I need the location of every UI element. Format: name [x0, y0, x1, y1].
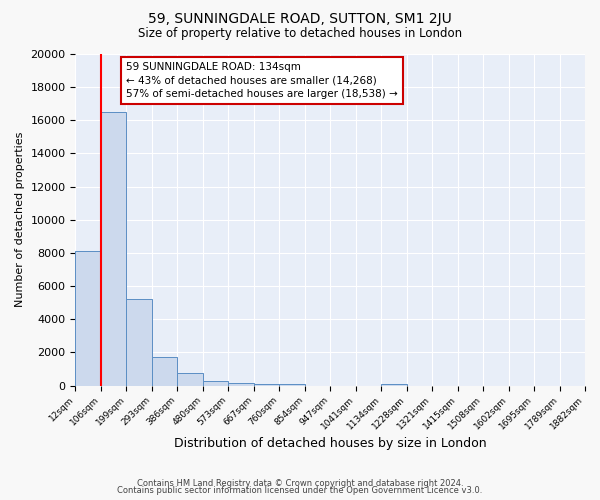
Bar — [127, 300, 152, 386]
Bar — [178, 373, 203, 386]
Text: 59, SUNNINGDALE ROAD, SUTTON, SM1 2JU: 59, SUNNINGDALE ROAD, SUTTON, SM1 2JU — [148, 12, 452, 26]
Text: Contains public sector information licensed under the Open Government Licence v3: Contains public sector information licen… — [118, 486, 482, 495]
Bar — [152, 356, 178, 386]
Text: Contains HM Land Registry data © Crown copyright and database right 2024.: Contains HM Land Registry data © Crown c… — [137, 478, 463, 488]
X-axis label: Distribution of detached houses by size in London: Distribution of detached houses by size … — [174, 437, 487, 450]
Bar — [279, 384, 305, 386]
Bar — [203, 380, 228, 386]
Bar — [254, 384, 279, 386]
Y-axis label: Number of detached properties: Number of detached properties — [15, 132, 25, 308]
Bar — [381, 384, 407, 386]
Bar — [228, 383, 254, 386]
Text: 59 SUNNINGDALE ROAD: 134sqm
← 43% of detached houses are smaller (14,268)
57% of: 59 SUNNINGDALE ROAD: 134sqm ← 43% of det… — [127, 62, 398, 98]
Text: Size of property relative to detached houses in London: Size of property relative to detached ho… — [138, 28, 462, 40]
Bar — [101, 112, 127, 386]
Bar — [76, 252, 101, 386]
